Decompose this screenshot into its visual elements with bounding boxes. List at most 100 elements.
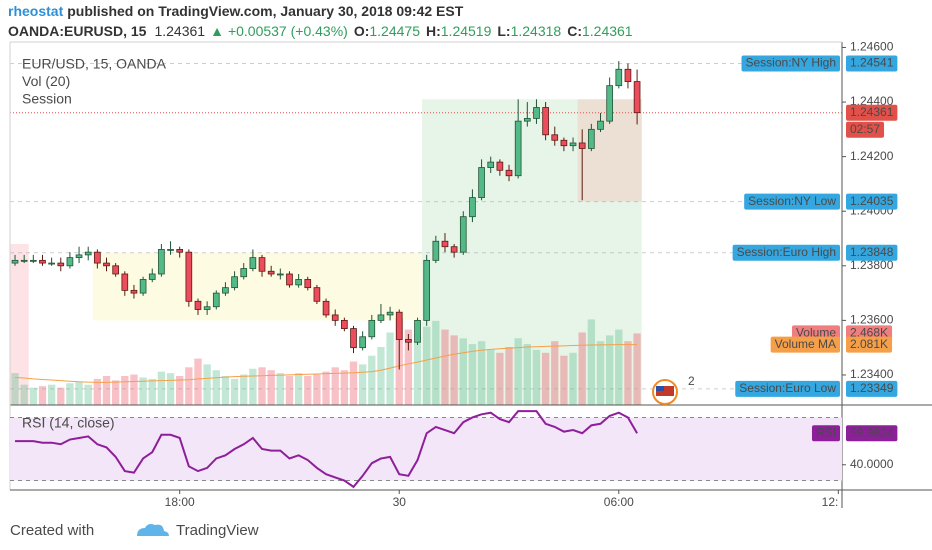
volume-bar (605, 335, 614, 405)
candle-body (496, 161, 504, 171)
volume-bar (313, 374, 321, 405)
candle-body (597, 120, 604, 130)
candle-body (295, 279, 302, 286)
event-flag (656, 386, 674, 396)
session-value: 1.23848 (850, 245, 894, 259)
volume-bar (176, 376, 184, 405)
rsi-band (10, 417, 842, 481)
volume-bar (477, 341, 486, 405)
volume-bar (111, 380, 120, 405)
volume-bar (84, 384, 92, 405)
volume-bar (377, 347, 385, 405)
candle-body (606, 85, 613, 122)
volume-bar (221, 376, 230, 405)
volume-bar (139, 377, 147, 405)
volume-bar (340, 370, 349, 405)
countdown-label-box (846, 121, 885, 138)
candle-body (615, 68, 623, 87)
candle-body (459, 216, 467, 253)
volume-bar (157, 371, 166, 405)
volume-bar (413, 341, 422, 405)
candle-body (350, 328, 357, 349)
volume-bar (514, 338, 522, 405)
candle-body (212, 292, 220, 308)
session-value: 1.24541 (850, 56, 894, 70)
candle-body (469, 197, 476, 218)
volume-bar (523, 344, 531, 405)
volume-bar (212, 370, 220, 405)
volume-bar (441, 329, 449, 405)
candle-body (240, 268, 248, 278)
candle-body (505, 169, 513, 177)
candle-body (624, 68, 632, 82)
volume-bar (459, 338, 467, 405)
candle-body (249, 257, 257, 269)
volume-bar (423, 326, 431, 405)
candle-body (395, 311, 403, 340)
volume-bar (102, 376, 111, 405)
candle-body (341, 319, 348, 329)
candle-body (368, 319, 376, 338)
volume-bar (551, 341, 559, 405)
volume-bar (249, 368, 257, 405)
candle-body (276, 273, 284, 276)
candle-body (578, 142, 586, 149)
volume-bar (450, 335, 458, 405)
volume-bar (130, 374, 138, 405)
pane-legend: Vol (20) (22, 73, 70, 89)
volume-bar (121, 376, 129, 405)
x-tick-label: 12: (822, 495, 839, 509)
candle-body (551, 134, 559, 141)
volume-bar (569, 352, 577, 405)
candle-body (313, 287, 321, 302)
volume-legend-box (770, 336, 840, 353)
candle-body (414, 319, 421, 343)
rsi-legend-box (811, 425, 840, 442)
session-label-box (744, 193, 840, 210)
volume-bar (20, 384, 28, 405)
footer-text: Created with (10, 522, 94, 539)
volume-bar (258, 367, 266, 405)
x-tick-label: 18:00 (165, 495, 195, 509)
candle-body (588, 128, 595, 149)
candle-body (359, 336, 366, 349)
candle-body (633, 81, 641, 114)
change: +0.00537 (+0.43%) (228, 23, 348, 39)
volume-bar (349, 361, 358, 405)
author: rheostat (8, 3, 64, 19)
candle-body (130, 289, 138, 294)
candle-body (523, 118, 531, 122)
volume-bar (532, 349, 541, 405)
footer-brand[interactable]: TradingView (176, 522, 259, 539)
volume-bar (615, 329, 623, 405)
volume-legend: Volume MA (775, 337, 836, 351)
candle-body (48, 262, 55, 265)
volume-bar (304, 376, 312, 405)
volume-bar (596, 341, 605, 405)
volume-value: 2.081K (850, 337, 888, 351)
plot-area (10, 61, 842, 405)
brand-logo (137, 524, 169, 536)
ohlc-label: L: (497, 23, 510, 39)
candle-body (84, 251, 92, 256)
volume-bar (29, 387, 37, 405)
volume-bar (468, 344, 477, 405)
volume-bar (331, 367, 339, 405)
event-count: 2 (688, 374, 695, 388)
candle-body (286, 273, 293, 286)
rsi-line (15, 410, 638, 489)
candle-body (94, 251, 101, 264)
candle-body (450, 246, 458, 253)
candle-body (185, 251, 193, 302)
candle-body (258, 257, 266, 272)
candle-body (478, 167, 485, 198)
volume-bar (38, 386, 47, 405)
ohlc-label: C: (567, 23, 582, 39)
volume-bar (194, 358, 202, 405)
x-tick-label: 06:00 (604, 495, 634, 509)
candle-body (569, 142, 577, 147)
volume-value: 2.468K (850, 326, 888, 340)
volume-bar (322, 371, 330, 405)
up-arrow: ▲ (210, 23, 224, 39)
